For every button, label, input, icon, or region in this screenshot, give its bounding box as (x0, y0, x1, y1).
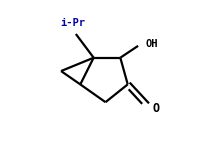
Text: OH: OH (146, 39, 158, 49)
Text: i-Pr: i-Pr (60, 18, 85, 28)
Text: O: O (153, 102, 160, 115)
